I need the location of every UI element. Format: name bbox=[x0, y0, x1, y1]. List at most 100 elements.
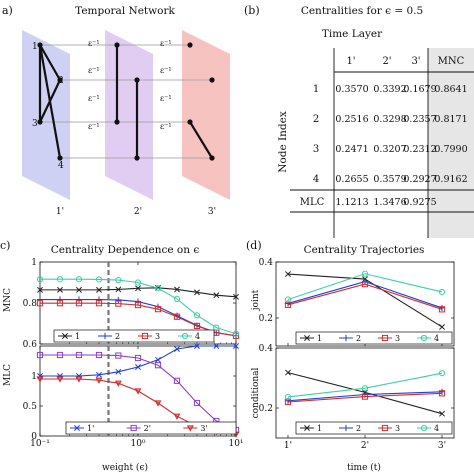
table-cell: 0.3298 bbox=[373, 114, 406, 125]
marker-circle bbox=[75, 276, 83, 283]
legend-entry: 2' bbox=[144, 424, 151, 433]
marker-x bbox=[194, 343, 200, 349]
coupling-label-7: ε⁻¹ bbox=[160, 94, 172, 103]
marker-circle bbox=[213, 324, 220, 331]
marker-square bbox=[173, 377, 181, 384]
marker-x bbox=[135, 364, 141, 370]
marker-x bbox=[194, 289, 200, 296]
x-tick-label: 3' bbox=[438, 441, 446, 451]
layer-label-2: 2' bbox=[134, 207, 142, 217]
marker-x bbox=[57, 286, 63, 293]
legend-entry: 2 bbox=[115, 332, 120, 341]
marker-x bbox=[62, 333, 68, 339]
coupling-label-1: ε⁻¹ bbox=[88, 39, 100, 48]
node-label-4: 4 bbox=[58, 161, 64, 171]
node-dot bbox=[114, 42, 120, 48]
table-cell: 0.8641 bbox=[434, 84, 467, 95]
marker-circle bbox=[438, 370, 446, 377]
table-cell: 0.7990 bbox=[434, 144, 467, 155]
marker-circle bbox=[284, 393, 292, 400]
coupling-label-6: ε⁻¹ bbox=[160, 66, 172, 75]
table-row-label: 1 bbox=[313, 84, 319, 95]
marker-square bbox=[95, 351, 103, 359]
panel-label-c: c) bbox=[0, 239, 10, 252]
marker-x bbox=[304, 335, 310, 341]
network-nodes bbox=[37, 42, 215, 161]
table-col-header: 2' bbox=[382, 56, 391, 67]
marker-circle bbox=[56, 276, 64, 283]
marker-triangle bbox=[114, 380, 122, 387]
series-line bbox=[287, 392, 443, 403]
centrality-trajectories-panel: Centrality Trajectories 0.20.41 2 3 4 0.20.… bbox=[251, 244, 455, 473]
marker-plus bbox=[75, 296, 83, 303]
marker-x bbox=[174, 346, 180, 352]
marker-x bbox=[285, 271, 291, 277]
edge bbox=[39, 79, 61, 123]
series-line bbox=[40, 302, 237, 337]
node-label-2: 2 bbox=[58, 76, 64, 86]
marker-circle bbox=[134, 279, 142, 286]
marker-square bbox=[361, 393, 369, 400]
node-dot bbox=[37, 42, 43, 48]
marker-x bbox=[155, 356, 161, 363]
marker-x bbox=[96, 286, 102, 293]
legend-entry: 1 bbox=[75, 332, 80, 341]
chart-c-ylabel-top: MNC bbox=[3, 288, 13, 312]
legend-entry: 3 bbox=[395, 334, 400, 343]
table-cell: 0.3570 bbox=[335, 84, 368, 95]
node-dot bbox=[114, 119, 120, 125]
marker-x bbox=[439, 410, 445, 417]
mlc-plot: 0 0.5 1 10⁻¹ 10⁰ 10¹ 1' 2' 3' bbox=[23, 343, 244, 449]
x-tick-label: 2' bbox=[361, 441, 369, 451]
table-col-header: 1' bbox=[346, 56, 355, 67]
marker-plus bbox=[115, 296, 122, 304]
legend-entry: 4 bbox=[195, 332, 200, 341]
series-line bbox=[287, 283, 443, 310]
y-tick-label: 1 bbox=[31, 372, 37, 382]
marker-x bbox=[304, 425, 310, 431]
legend-box bbox=[53, 329, 215, 343]
marker-plus bbox=[95, 296, 103, 303]
table-row-label: 2 bbox=[313, 114, 319, 125]
marker-square bbox=[75, 300, 83, 307]
node-dot bbox=[134, 155, 140, 161]
marker-circle bbox=[36, 276, 44, 283]
marker-triangle bbox=[36, 376, 44, 383]
marker-plus bbox=[438, 388, 446, 395]
table-title: Centralities for ϵ = 0.5 bbox=[301, 5, 423, 17]
coupling-label-5: ε⁻¹ bbox=[160, 39, 172, 48]
marker-circle bbox=[420, 424, 428, 432]
marker-square bbox=[95, 300, 103, 307]
y-tick-label: 0.4 bbox=[259, 344, 274, 354]
marker-plus bbox=[284, 300, 292, 307]
y-tick-label: 0.2 bbox=[259, 404, 273, 414]
series-line bbox=[40, 278, 237, 335]
centrality-table-panel: Centralities for ϵ = 0.5 Time Layer Node… bbox=[277, 5, 474, 238]
layer-plane-3 bbox=[182, 30, 230, 200]
legend-entry: 2 bbox=[356, 424, 361, 433]
marker-square bbox=[438, 306, 446, 313]
marker-x bbox=[37, 286, 43, 293]
legend-entry: 3' bbox=[200, 424, 207, 433]
marker-square bbox=[134, 354, 142, 362]
y-tick-label: 0.4 bbox=[259, 258, 274, 268]
marker-square bbox=[154, 362, 162, 369]
node-dot bbox=[209, 155, 215, 161]
chart-c-xlabel: weight (ϵ) bbox=[102, 462, 148, 473]
table-cell: 0.9275 bbox=[403, 197, 436, 208]
marker-triangle bbox=[186, 425, 194, 432]
conditional-plot: 0.2 0.4 1' 2' 3' 1 2 3 4 bbox=[259, 344, 455, 451]
marker-square bbox=[130, 424, 137, 432]
marker-x bbox=[76, 286, 82, 293]
table-col-header: 3' bbox=[411, 56, 420, 67]
edge bbox=[39, 44, 61, 81]
series-line bbox=[287, 281, 443, 309]
marker-x bbox=[135, 285, 141, 292]
table-cell: 0.8171 bbox=[434, 114, 467, 125]
table-row-label: 3 bbox=[313, 144, 319, 155]
legend-entry: 3 bbox=[155, 332, 160, 341]
table-cell: 0.3579 bbox=[373, 174, 406, 185]
coupling-label-2: ε⁻¹ bbox=[88, 66, 100, 75]
centrality-dependence-panel: Centrality Dependence on ϵ 0.6 0.8 1 1 2 3 4 0… bbox=[3, 244, 244, 473]
